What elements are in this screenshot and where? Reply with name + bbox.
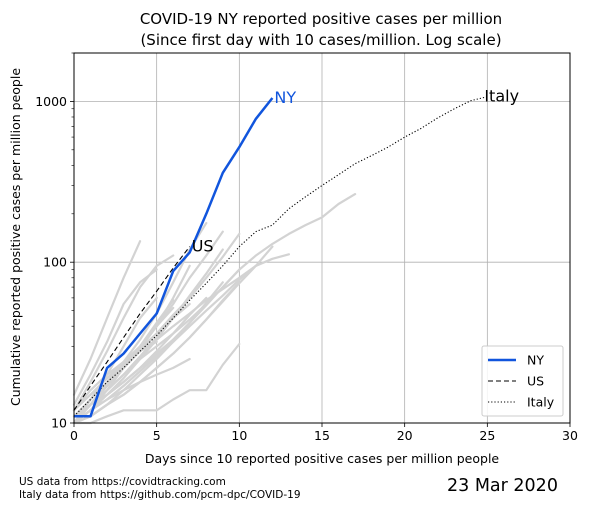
other-state-line xyxy=(72,240,142,396)
x-tick-label: 10 xyxy=(231,428,247,443)
legend-entry-ny: NY xyxy=(527,353,544,368)
axes: 0 5 10 15 20 25 30 10 100 1000 xyxy=(35,52,578,443)
series-end-label-ny: NY xyxy=(274,88,296,107)
other-states-lines xyxy=(72,193,357,425)
other-state-line xyxy=(72,281,224,425)
other-state-line xyxy=(72,268,158,406)
series-end-labels: NY US Italy xyxy=(192,87,519,256)
other-state-line xyxy=(72,254,175,412)
x-tick-label: 25 xyxy=(479,428,495,443)
other-state-line xyxy=(72,342,241,425)
x-tick-label: 0 xyxy=(70,428,78,443)
source-note-italy: Italy data from https://github.com/pcm-d… xyxy=(19,489,301,501)
series-end-label-italy: Italy xyxy=(484,87,519,106)
chart-title: COVID-19 NY reported positive cases per … xyxy=(140,10,502,28)
series-end-label-us: US xyxy=(192,237,214,256)
main-series-lines xyxy=(73,96,488,418)
x-tick-label: 20 xyxy=(397,428,413,443)
legend-box xyxy=(481,345,564,417)
other-state-line xyxy=(72,248,224,425)
other-state-line xyxy=(72,232,241,425)
date-stamp: 23 Mar 2020 xyxy=(447,476,558,496)
y-tick-label: 1000 xyxy=(35,94,67,109)
source-notes: US data from https://covidtracking.com I… xyxy=(19,476,301,502)
y-tick-label: 10 xyxy=(51,416,67,431)
legend-entry-us: US xyxy=(527,374,544,389)
legend: NY US Italy xyxy=(481,345,564,417)
x-axis-label: Days since 10 reported positive cases pe… xyxy=(145,451,500,466)
x-tick-label: 30 xyxy=(562,428,578,443)
series-line-ny xyxy=(74,97,274,418)
x-tick-label: 5 xyxy=(153,428,161,443)
legend-entry-italy: Italy xyxy=(527,395,555,410)
y-axis-label: Cumulative reported positive cases per m… xyxy=(8,68,23,406)
chart-subtitle: (Since first day with 10 cases/million. … xyxy=(140,31,501,49)
source-note-us: US data from https://covidtracking.com xyxy=(19,476,226,488)
series-line-italy xyxy=(73,96,488,417)
series-line-us xyxy=(73,246,191,411)
y-tick-label: 100 xyxy=(43,255,67,270)
x-tick-label: 15 xyxy=(314,428,330,443)
